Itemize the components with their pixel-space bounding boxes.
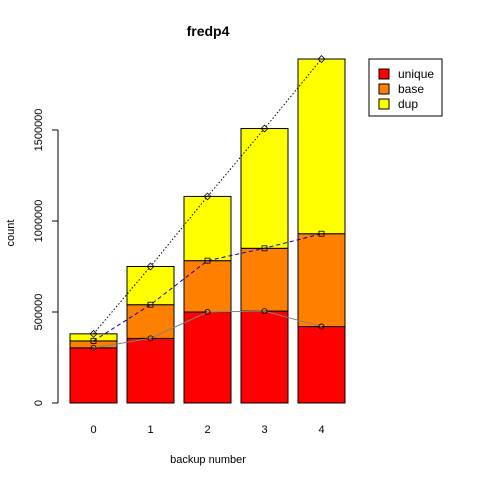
legend-label-unique: unique xyxy=(398,67,434,81)
bar-segment-unique xyxy=(297,326,346,404)
overlay-line-dup xyxy=(93,58,322,335)
x-tick-label: 1 xyxy=(147,424,153,436)
marker-dup xyxy=(146,262,155,271)
marker-dup xyxy=(203,192,212,201)
y-tick-label: 1500000 xyxy=(33,109,45,152)
marker-base xyxy=(261,245,268,252)
marker-dup xyxy=(260,124,269,133)
bar-segment-base xyxy=(126,304,175,339)
bar-segment-base xyxy=(183,260,232,313)
bar-segment-dup xyxy=(297,58,346,235)
marker-base xyxy=(147,301,154,308)
marker-unique xyxy=(318,323,325,330)
y-tick-label: 500000 xyxy=(33,294,45,331)
legend-swatch-base xyxy=(378,83,390,95)
marker-dup xyxy=(89,329,98,338)
y-tick-label: 1000000 xyxy=(33,200,45,243)
legend-label-base: base xyxy=(398,82,424,96)
bar-segment-dup xyxy=(240,128,289,249)
bar-segment-base xyxy=(297,233,346,328)
marker-base xyxy=(318,230,325,237)
marker-unique xyxy=(90,344,97,351)
y-axis: 0 500000 1000000 1500000 xyxy=(33,109,59,406)
chart-title: fredp4 xyxy=(187,23,230,39)
overlay-line-base xyxy=(93,233,322,342)
overlay-line-unique xyxy=(93,310,322,349)
bar-segment-base xyxy=(69,340,118,349)
marker-unique xyxy=(204,308,211,315)
x-tick-label: 0 xyxy=(90,424,96,436)
x-tick-label: 3 xyxy=(261,424,267,436)
y-axis-label: count xyxy=(5,220,17,247)
marker-base xyxy=(90,338,97,344)
marker-base xyxy=(204,257,211,264)
marker-unique xyxy=(261,308,268,315)
legend-swatch-dup xyxy=(378,98,390,110)
overlay-lines-layer xyxy=(89,55,326,351)
bars-layer xyxy=(69,58,346,404)
bar-segment-unique xyxy=(69,347,118,404)
x-tick-labels: 0 1 2 3 4 xyxy=(90,424,324,436)
x-tick-label: 4 xyxy=(318,424,324,436)
bar-segment-unique xyxy=(126,337,175,404)
bar-segment-unique xyxy=(183,311,232,404)
bar-segment-unique xyxy=(240,310,289,404)
bar-segment-base xyxy=(240,247,289,312)
marker-unique xyxy=(147,335,154,342)
marker-dup xyxy=(317,55,326,63)
x-tick-label: 2 xyxy=(204,424,210,436)
bar-segment-dup xyxy=(183,195,232,262)
legend-swatch-unique xyxy=(378,68,390,80)
legend-label-dup: dup xyxy=(398,97,418,111)
y-tick-label: 0 xyxy=(33,400,45,406)
x-axis-label: backup number xyxy=(170,454,246,466)
